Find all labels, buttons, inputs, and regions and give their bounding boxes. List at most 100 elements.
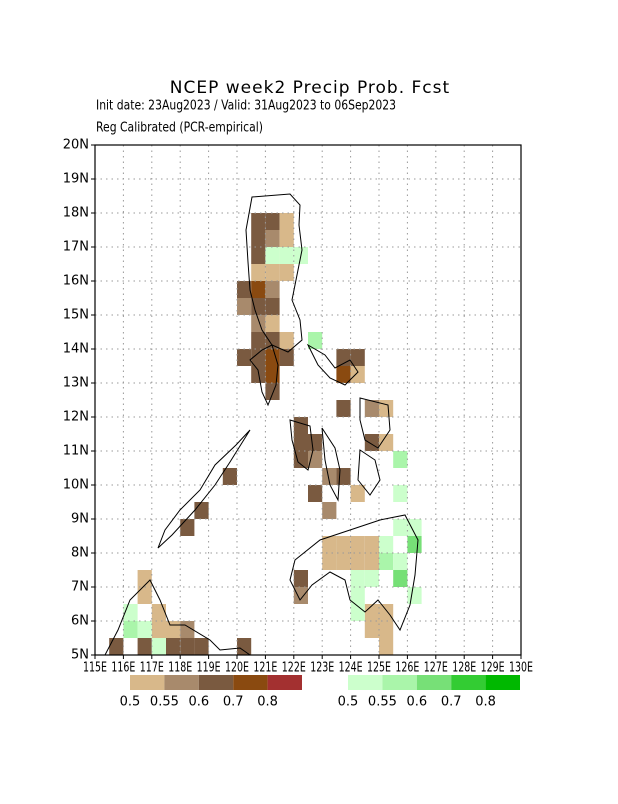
grid-cell	[137, 570, 152, 587]
y-tick-label: 15N	[63, 308, 89, 323]
grid-cell	[137, 638, 152, 655]
grid-cell	[322, 536, 337, 553]
grid-cell	[364, 536, 379, 553]
y-tick-label: 13N	[63, 376, 89, 391]
grid-cell	[364, 621, 379, 638]
grid-cell	[151, 621, 166, 638]
grid-cell	[308, 434, 323, 451]
grid	[95, 145, 521, 655]
grid-cell	[222, 468, 237, 485]
grid-cell	[407, 536, 422, 553]
grid-cell	[293, 417, 308, 434]
grid-cell	[251, 298, 266, 315]
legend-label: 0.55	[150, 695, 179, 710]
plot-frame	[94, 144, 522, 656]
legend-swatch	[267, 675, 302, 690]
y-tick-label: 6N	[71, 614, 89, 629]
grid-cell	[379, 536, 394, 553]
x-tick-label: 129E	[481, 661, 505, 676]
y-tick-label: 17N	[63, 240, 89, 255]
grid-cell	[350, 604, 365, 621]
x-tick-label: 117E	[140, 661, 164, 676]
legend-swatch	[348, 675, 383, 690]
grid-cell	[336, 400, 351, 417]
grid-cell	[180, 519, 195, 536]
grid-cell	[279, 247, 294, 264]
axes: 115E 116E 117E 118E 119E 120E 121E 122E 123E 124E…	[63, 138, 533, 676]
grid-cell	[265, 383, 280, 400]
grid-cell	[322, 468, 337, 485]
grid-cell	[265, 230, 280, 247]
grid-cell	[350, 349, 365, 366]
legend-swatch	[198, 675, 234, 690]
x-tick-label: 124E	[339, 661, 363, 676]
grid-cell	[350, 570, 365, 587]
x-tick-label: 119E	[197, 661, 221, 676]
legend-swatch	[164, 675, 199, 690]
grid-cell	[279, 213, 294, 230]
grid-cell	[393, 553, 408, 570]
grid-cell	[350, 366, 365, 383]
grid-cell	[364, 570, 379, 587]
grid-cell	[194, 638, 209, 655]
grid-cell	[265, 298, 280, 315]
grid-cell	[265, 281, 280, 298]
grid-cell	[364, 604, 379, 621]
x-tick-label: 121E	[253, 661, 277, 676]
grid-cell	[379, 434, 394, 451]
grid-cell	[265, 315, 280, 332]
cells	[109, 213, 422, 655]
x-tick-label: 125E	[367, 661, 391, 676]
grid-cell	[180, 638, 195, 655]
grid-cell	[379, 553, 394, 570]
grid-cell	[407, 587, 422, 604]
note: Reg Calibrated (PCR-empirical)	[96, 121, 263, 136]
grid-cell	[350, 553, 365, 570]
y-tick-label: 12N	[63, 410, 89, 425]
grid-cell	[293, 587, 308, 604]
grid-cell	[393, 519, 408, 536]
grid-cell	[336, 553, 351, 570]
y-tick-label: 18N	[63, 206, 89, 221]
x-tick-label: 115E	[83, 661, 107, 676]
x-tick-label: 127E	[424, 661, 448, 676]
grid-cell	[151, 604, 166, 621]
x-tick-label: 130E	[509, 661, 533, 676]
grid-cell	[251, 264, 266, 281]
grid-cell	[293, 570, 308, 587]
grid-cell	[166, 621, 181, 638]
grid-cell	[336, 366, 351, 383]
grid-cell	[293, 451, 308, 468]
grid-cell	[265, 247, 280, 264]
grid-cell	[379, 638, 394, 655]
grid-cell	[237, 281, 252, 298]
legend-swatch	[485, 675, 520, 690]
grid-cell	[336, 536, 351, 553]
grid-cell	[379, 621, 394, 638]
grid-cell	[251, 247, 266, 264]
legend-swatch	[130, 675, 165, 690]
legend-label: 0.8	[257, 695, 278, 710]
legend-label: 0.7	[441, 695, 462, 710]
grid-cell	[137, 621, 152, 638]
x-tick-label: 126E	[395, 661, 419, 676]
grid-cell	[279, 349, 294, 366]
grid-cell	[279, 264, 294, 281]
grid-cell	[308, 332, 323, 349]
grid-cell	[137, 587, 152, 604]
legend: 0.5 0.55 0.6 0.7 0.8 0.5 0.55 0.6 0.7 0.8	[120, 675, 520, 710]
grid-cell	[251, 366, 266, 383]
legend-swatch	[382, 675, 417, 690]
grid-cell	[322, 553, 337, 570]
y-tick-label: 7N	[71, 580, 89, 595]
grid-cell	[151, 638, 166, 655]
y-tick-label: 9N	[71, 512, 89, 527]
grid-cell	[279, 332, 294, 349]
x-tick-label: 120E	[225, 661, 249, 676]
grid-cell	[265, 349, 280, 366]
x-tick-label: 123E	[310, 661, 334, 676]
grid-cell	[379, 604, 394, 621]
y-tick-label: 11N	[63, 444, 89, 459]
legend-label: 0.6	[188, 695, 209, 710]
